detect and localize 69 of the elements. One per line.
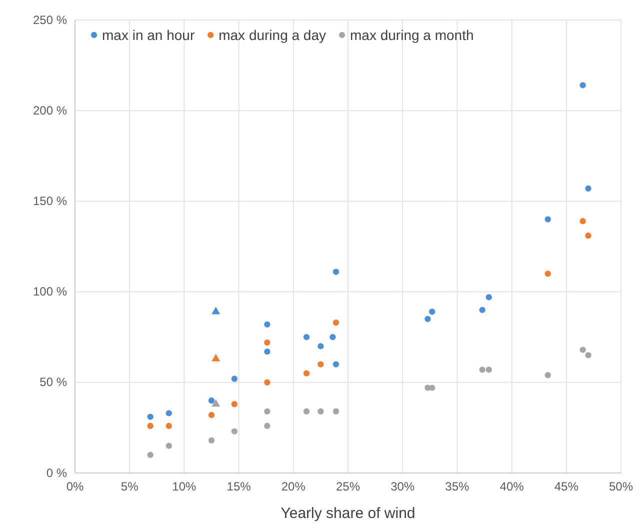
point bbox=[147, 422, 154, 429]
x-tick-label: 20% bbox=[281, 480, 306, 494]
point bbox=[585, 185, 592, 192]
point bbox=[166, 410, 172, 416]
legend-label: max during a month bbox=[350, 27, 474, 43]
x-tick-label: 40% bbox=[500, 480, 524, 494]
y-tick-label: 200 % bbox=[32, 103, 68, 118]
point bbox=[166, 422, 172, 429]
legend-label: max during a day bbox=[218, 27, 326, 43]
y-tick-label: 0 % bbox=[46, 466, 68, 480]
x-tick-label: 15% bbox=[226, 480, 252, 494]
x-tick-label: 0% bbox=[66, 480, 84, 494]
point bbox=[580, 218, 586, 224]
point bbox=[318, 343, 324, 350]
y-tick-label: 100 % bbox=[32, 284, 68, 299]
x-tick-label: 10% bbox=[172, 480, 197, 494]
point bbox=[231, 401, 238, 408]
point bbox=[208, 437, 215, 444]
x-tick-label: 5% bbox=[120, 480, 139, 494]
point bbox=[212, 354, 220, 362]
point bbox=[303, 334, 310, 340]
point bbox=[585, 352, 592, 358]
point bbox=[486, 366, 492, 373]
point bbox=[479, 366, 486, 373]
point bbox=[264, 321, 270, 328]
x-tick-label: 50% bbox=[608, 480, 634, 494]
point bbox=[264, 348, 270, 355]
point bbox=[303, 408, 310, 414]
point bbox=[208, 412, 215, 418]
y-tick-label: 250 % bbox=[32, 12, 68, 27]
point bbox=[332, 268, 340, 275]
y-tick-label: 150 % bbox=[32, 194, 68, 208]
point bbox=[428, 384, 436, 391]
point bbox=[544, 372, 551, 378]
x-tick-label: 25% bbox=[336, 480, 360, 494]
point bbox=[428, 308, 436, 315]
point bbox=[332, 320, 340, 326]
y-tick-label: 50 % bbox=[40, 375, 68, 390]
point bbox=[544, 270, 551, 277]
point bbox=[212, 399, 220, 407]
point bbox=[580, 346, 586, 353]
point bbox=[147, 414, 154, 420]
point bbox=[264, 379, 270, 386]
x-tick-label: 45% bbox=[554, 480, 579, 494]
point bbox=[318, 408, 324, 414]
point bbox=[208, 397, 215, 404]
point bbox=[486, 294, 492, 300]
point bbox=[544, 216, 551, 222]
point bbox=[264, 408, 270, 414]
point bbox=[585, 232, 592, 239]
legend-label: max in an hour bbox=[102, 27, 195, 43]
point bbox=[303, 370, 310, 376]
point bbox=[264, 339, 270, 346]
point bbox=[332, 361, 340, 368]
point bbox=[147, 452, 154, 458]
point bbox=[212, 306, 220, 314]
point bbox=[332, 408, 340, 414]
point bbox=[424, 316, 431, 322]
point bbox=[479, 306, 486, 314]
x-axis-title: Yearly share of wind bbox=[280, 505, 416, 522]
point bbox=[318, 361, 324, 368]
point bbox=[166, 442, 172, 449]
x-tick-label: 35% bbox=[445, 480, 470, 494]
point bbox=[231, 428, 238, 434]
point bbox=[580, 82, 586, 88]
point bbox=[264, 422, 270, 429]
point bbox=[231, 376, 238, 382]
point bbox=[330, 334, 336, 340]
x-tick-label: 30% bbox=[390, 480, 415, 494]
